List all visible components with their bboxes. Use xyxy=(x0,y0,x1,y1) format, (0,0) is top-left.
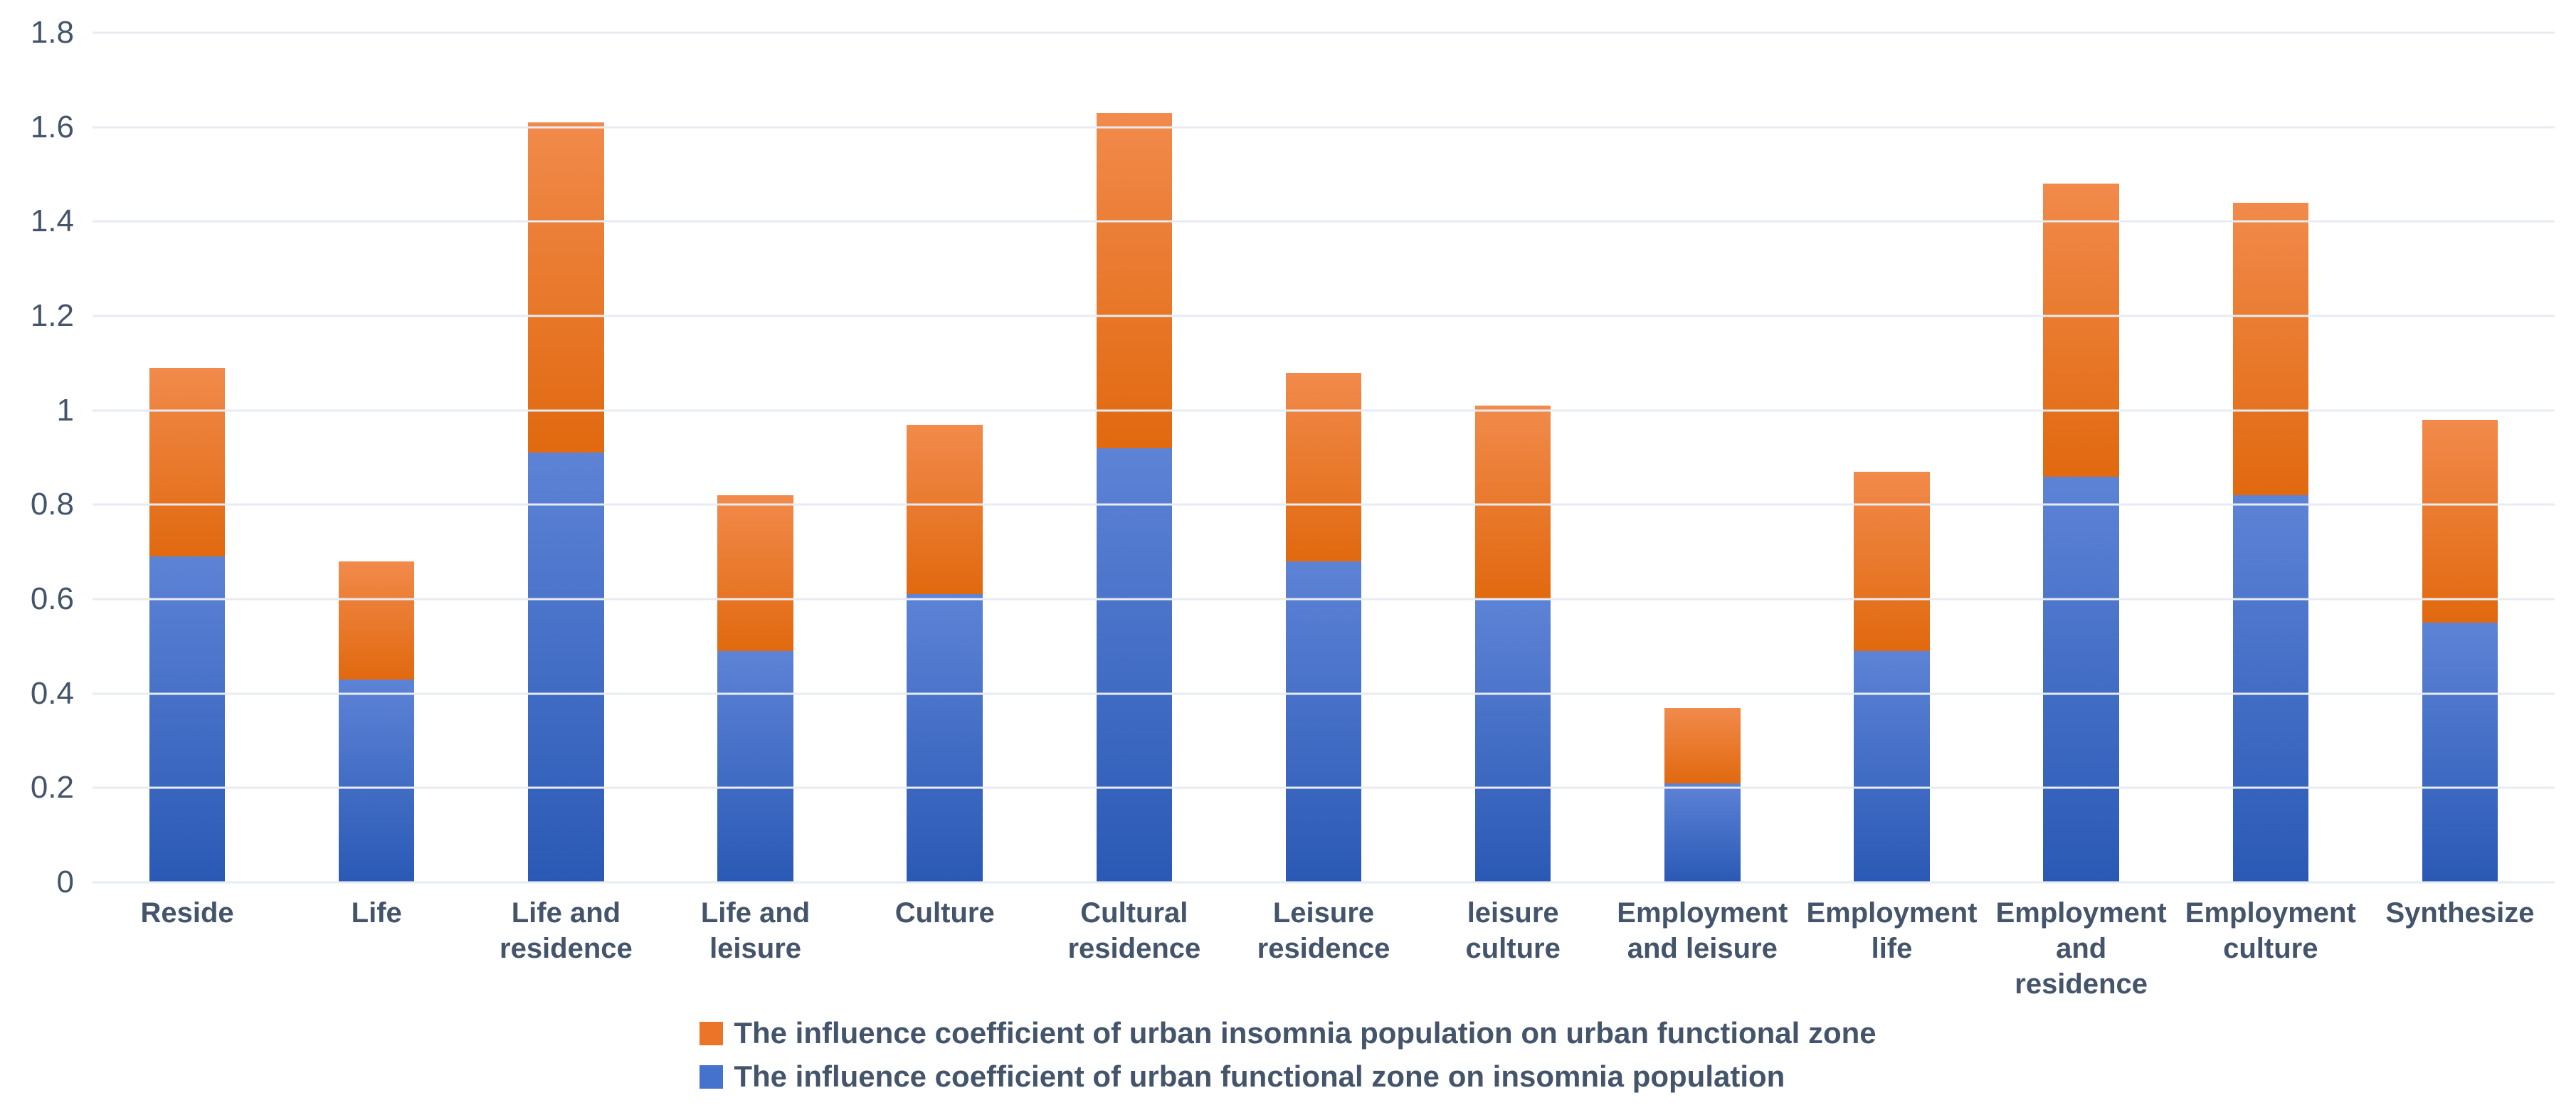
x-axis-label: Employment and residence xyxy=(1995,897,2167,1000)
legend-item: The influence coefficient of urban funct… xyxy=(700,1060,1785,1094)
gridline xyxy=(93,126,2555,129)
bar-segment-insomnia-on-zone xyxy=(1096,112,1173,448)
bar-stack xyxy=(2232,33,2309,882)
gridline xyxy=(93,315,2555,317)
y-axis-tick-label: 1.2 xyxy=(30,298,74,333)
bar-segment-insomnia-on-zone xyxy=(2043,184,2119,477)
x-axis-labels: Reside Life Life and residence Life and lei… xyxy=(93,895,2555,1002)
bar-stack xyxy=(1285,33,1362,882)
y-axis-tick-label: 1.6 xyxy=(30,109,74,144)
bar-column xyxy=(1418,33,1608,882)
bar-segment-zone-on-insomnia xyxy=(528,453,604,882)
bar-segment-zone-on-insomnia xyxy=(1664,783,1741,882)
x-axis-label: Synthesize xyxy=(2385,897,2535,929)
bar-segment-insomnia-on-zone xyxy=(2422,419,2498,623)
y-axis-tick-label: 0.2 xyxy=(30,770,74,805)
x-axis-label: Life and leisure xyxy=(700,897,811,964)
x-axis-label: Cultural residence xyxy=(1067,897,1201,964)
bar-column xyxy=(1987,33,2176,882)
y-axis-tick-label: 0.4 xyxy=(30,675,74,711)
y-axis-tick-label: 1.4 xyxy=(30,204,74,239)
legend-item-label: The influence coefficient of urban insom… xyxy=(734,1016,1876,1050)
bar-segment-zone-on-insomnia xyxy=(1854,650,1930,882)
gridline xyxy=(93,503,2555,506)
bar-segment-insomnia-on-zone xyxy=(528,122,604,453)
gridline xyxy=(93,220,2555,223)
bar-stack xyxy=(1474,33,1551,882)
bar-segment-insomnia-on-zone xyxy=(339,561,415,680)
bar-segment-insomnia-on-zone xyxy=(1474,406,1551,599)
bar-column xyxy=(2176,33,2365,882)
y-axis-tick-label: 1.8 xyxy=(30,15,74,50)
gridline xyxy=(93,598,2555,601)
bar-segment-insomnia-on-zone xyxy=(1854,471,1930,651)
bar-stack xyxy=(528,33,604,882)
bar-column xyxy=(1608,33,1797,882)
bar-segment-insomnia-on-zone xyxy=(2232,202,2309,496)
y-axis: 1.8 1.6 1.4 1.2 1 0.8 0.6 0.4 0.2 0 xyxy=(0,15,74,899)
bar-segment-zone-on-insomnia xyxy=(2422,623,2498,882)
bar-column xyxy=(1797,33,1986,882)
plot-area xyxy=(93,31,2555,884)
bar-segment-zone-on-insomnia xyxy=(907,594,983,882)
legend-item-label: The influence coefficient of urban funct… xyxy=(734,1060,1785,1093)
bar-segment-zone-on-insomnia xyxy=(1285,561,1362,882)
legend-items: The influence coefficient of urban insom… xyxy=(700,1016,1876,1094)
bar-segment-insomnia-on-zone xyxy=(1285,372,1362,561)
bar-stack xyxy=(717,33,793,882)
bar-segment-zone-on-insomnia xyxy=(2043,476,2119,882)
x-axis-label: Employment and leisure xyxy=(1617,897,1788,964)
bar-segment-zone-on-insomnia xyxy=(1096,448,1173,882)
bar-stack xyxy=(1664,33,1741,882)
bars-container xyxy=(93,33,2555,882)
bar-column xyxy=(850,33,1040,882)
x-axis-label: Culture xyxy=(894,897,995,929)
gridline xyxy=(93,786,2555,789)
legend-swatch-orange xyxy=(700,1021,724,1045)
bar-column xyxy=(1229,33,1418,882)
bar-column xyxy=(1040,33,1229,882)
x-axis-label: Reside xyxy=(140,897,234,929)
gridline xyxy=(93,409,2555,412)
bar-stack xyxy=(1854,33,1930,882)
bar-stack xyxy=(907,33,983,882)
legend-swatch-blue xyxy=(700,1064,724,1089)
bar-column xyxy=(660,33,850,882)
bar-column xyxy=(93,33,282,882)
x-axis-label: leisure culture xyxy=(1465,897,1561,964)
bar-column xyxy=(282,33,471,882)
legend: The influence coefficient of urban insom… xyxy=(0,1016,2576,1094)
bar-stack xyxy=(1096,33,1173,882)
x-axis-label: Employment life xyxy=(1806,897,1978,964)
x-axis-label: Life xyxy=(351,897,402,929)
bar-stack xyxy=(339,33,415,882)
bar-segment-zone-on-insomnia xyxy=(2232,495,2309,882)
bar-segment-zone-on-insomnia xyxy=(717,650,793,882)
bar-stack xyxy=(149,33,226,882)
bar-column xyxy=(2365,33,2555,882)
bar-stack xyxy=(2422,33,2498,882)
bar-segment-insomnia-on-zone xyxy=(149,367,226,557)
y-axis-tick-label: 1 xyxy=(56,392,74,428)
gridline xyxy=(93,692,2555,695)
bar-segment-zone-on-insomnia xyxy=(339,679,415,882)
bar-segment-zone-on-insomnia xyxy=(1474,599,1551,882)
legend-item: The influence coefficient of urban insom… xyxy=(700,1016,1876,1050)
gridline xyxy=(93,881,2555,884)
bar-segment-zone-on-insomnia xyxy=(149,556,226,882)
bar-segment-insomnia-on-zone xyxy=(717,495,793,651)
x-axis-label: Life and residence xyxy=(500,897,633,964)
bar-column xyxy=(471,33,660,882)
y-axis-tick-label: 0.8 xyxy=(30,487,74,522)
x-axis-label: Employment culture xyxy=(2185,897,2356,964)
bar-stack xyxy=(2043,33,2119,882)
bar-segment-insomnia-on-zone xyxy=(907,424,983,595)
gridline xyxy=(93,31,2555,34)
bar-segment-insomnia-on-zone xyxy=(1664,707,1741,783)
x-axis-label: Leisure residence xyxy=(1257,897,1390,964)
y-axis-tick-label: 0.6 xyxy=(30,581,74,616)
y-axis-tick-label: 0 xyxy=(56,865,74,899)
